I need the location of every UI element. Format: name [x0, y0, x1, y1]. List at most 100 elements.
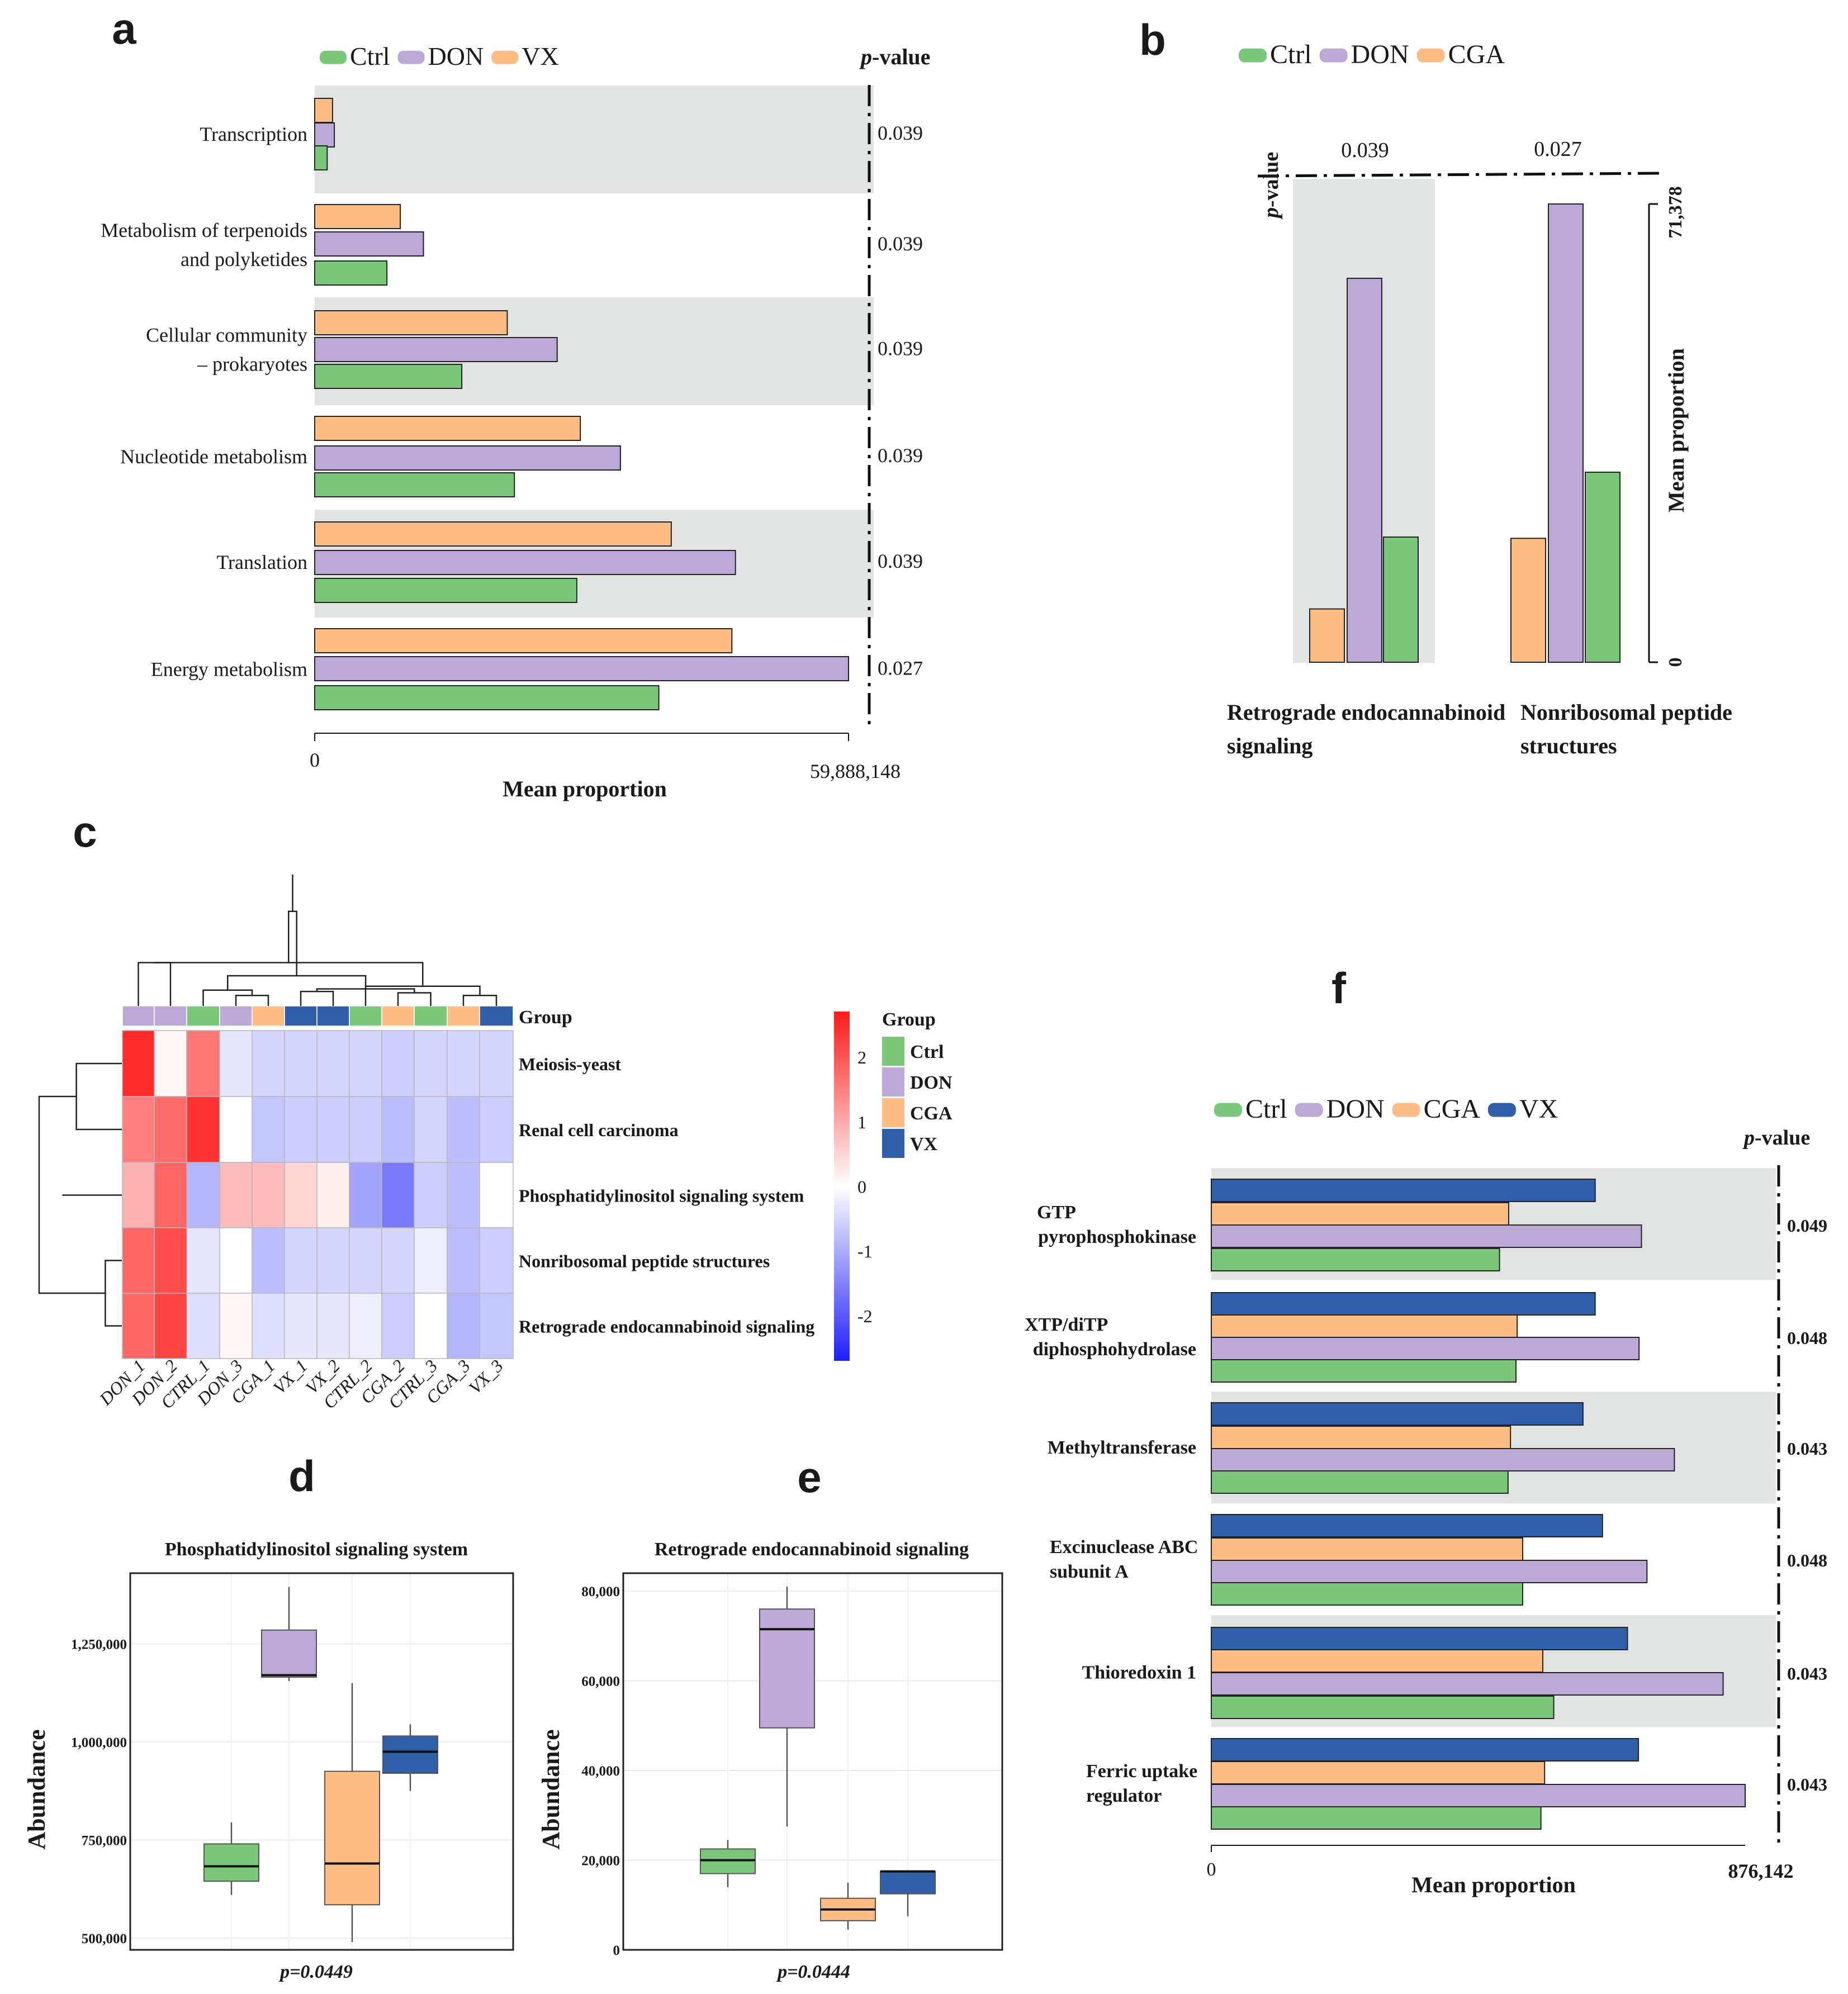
heatmap-cell: [219, 1227, 253, 1294]
bar-vx: [1211, 1514, 1603, 1537]
heatmap-cell: [284, 1227, 318, 1294]
legend-swatch-vx: [1488, 1103, 1517, 1117]
panel-label-b: b: [1139, 15, 1166, 64]
y-tick-label: 1,000,000: [71, 1735, 127, 1750]
y-tick-label: 20,000: [581, 1854, 620, 1869]
bar-ctrl: [1211, 1582, 1523, 1606]
bar-cga: [1211, 1649, 1543, 1673]
heatmap-cell: [479, 1096, 514, 1163]
column-label: VX_1: [269, 1355, 311, 1398]
legend-swatch-cga: [1416, 48, 1445, 63]
box-don: [759, 1608, 815, 1729]
y-tick-label: 750,000: [82, 1833, 127, 1848]
bar-vx: [314, 98, 333, 123]
category-label: Translation: [216, 551, 307, 573]
column-dendrogram-branch: [154, 962, 424, 986]
colorbar-tick-label: 2: [857, 1047, 866, 1067]
bar-vx: [1211, 1179, 1596, 1202]
heatmap-cell: [154, 1293, 187, 1359]
group-cell: [252, 1005, 285, 1027]
group-legend-swatch: [882, 1037, 904, 1066]
colorbar-tick-label: -2: [857, 1306, 873, 1326]
heatmap-cell: [154, 1030, 187, 1097]
heatmap-cell: [284, 1162, 318, 1228]
category-label: Excinuclease ABC: [1050, 1537, 1198, 1558]
row-label: Meiosis-yeast: [519, 1054, 621, 1074]
x-axis-title: Mean proportion: [503, 776, 667, 801]
heatmap-cell: [447, 1227, 480, 1294]
p-value: 0.039: [878, 122, 923, 144]
panel-label-a: a: [112, 4, 136, 53]
category-label: pyrophosphokinase: [1038, 1227, 1196, 1247]
bar-ctrl: [1383, 536, 1419, 663]
category-label: Nonribosomal peptide: [1520, 700, 1732, 725]
legend-label-don: DON: [1351, 40, 1409, 69]
column-dendrogram-branch: [288, 910, 297, 976]
plot-title: Retrograde endocannabinoid signaling: [655, 1539, 969, 1560]
legend-swatch-ctrl: [1214, 1103, 1242, 1117]
box-vx: [880, 1870, 936, 1895]
group-cell: [284, 1005, 318, 1027]
heatmap-cell: [414, 1227, 448, 1294]
box-ctrl: [203, 1843, 259, 1882]
colorbar-tick-label: 1: [857, 1112, 866, 1132]
heatmap-cell: [186, 1227, 220, 1294]
x-tick-label: 0: [310, 749, 320, 771]
heatmap-cell: [186, 1030, 220, 1097]
heatmap-cell: [219, 1030, 253, 1097]
heatmap-cell: [122, 1227, 155, 1294]
heatmap-cell: [219, 1293, 253, 1359]
legend-swatch-ctrl: [1239, 48, 1267, 63]
heatmap-cell: [186, 1162, 220, 1228]
row-dendrogram-branch: [75, 1062, 122, 1131]
heatmap-cell: [219, 1162, 253, 1228]
heatmap-cell: [316, 1227, 350, 1294]
panel-a: Transcription 0.039 Metabolism of terpenoi…: [101, 85, 923, 801]
bar-cga: [1211, 1202, 1509, 1226]
column-dendrogram-branch: [300, 990, 334, 1006]
group-cell: [414, 1005, 448, 1027]
p-value: 0.039: [878, 550, 923, 572]
heatmap-cell: [414, 1293, 448, 1359]
panel-label-c: c: [73, 807, 97, 856]
bar-ctrl: [314, 578, 577, 603]
category-label: Methyltransferase: [1048, 1437, 1196, 1458]
heatmap-cell: [252, 1096, 285, 1163]
heatmap-cell: [479, 1162, 514, 1228]
heatmap-cell: [381, 1096, 415, 1163]
row-label: Nonribosomal peptide structures: [519, 1251, 770, 1271]
p-value-header: p-value: [859, 44, 930, 69]
heatmap-cell: [122, 1096, 155, 1163]
legend-label-cga: CGA: [1424, 1094, 1481, 1124]
heatmap-cell: [414, 1162, 448, 1228]
p-value: 0.039: [878, 232, 923, 255]
group-cell: [479, 1005, 514, 1027]
p-value-divider: [1257, 172, 1661, 178]
bar-ctrl: [1585, 471, 1620, 663]
heatmap-cell: [252, 1030, 285, 1097]
bar-cga: [1510, 538, 1546, 663]
y-axis-title: Mean proportion: [1664, 348, 1689, 512]
bar-don: [314, 445, 621, 471]
bar-ctrl: [314, 472, 515, 497]
heatmap-cell: [122, 1030, 155, 1097]
bar-don: [1211, 1337, 1640, 1360]
bar-cga: [1211, 1426, 1511, 1449]
panel-d: 500,000 750,000 1,000,000 1,250,000 Phosphat…: [23, 1539, 514, 1982]
heatmap-cell: [414, 1096, 448, 1163]
p-value: 0.027: [878, 657, 923, 680]
column-dendrogram-branch: [138, 962, 172, 1006]
panel-label-f: f: [1331, 963, 1347, 1013]
heatmap-cell: [479, 1227, 514, 1294]
bar-don: [314, 550, 736, 575]
group-legend-label: Ctrl: [910, 1042, 944, 1062]
category-label: signaling: [1227, 733, 1312, 758]
column-dendrogram-branch: [227, 975, 367, 990]
category-label: subunit A: [1050, 1561, 1129, 1582]
heatmap-cell: [381, 1227, 415, 1294]
category-label: regulator: [1086, 1786, 1162, 1806]
group-legend-label: CGA: [910, 1103, 953, 1124]
row-dendrogram-branch: [38, 1095, 106, 1294]
column-dendrogram-branch: [202, 989, 253, 1006]
heatmap-cell: [349, 1227, 382, 1294]
